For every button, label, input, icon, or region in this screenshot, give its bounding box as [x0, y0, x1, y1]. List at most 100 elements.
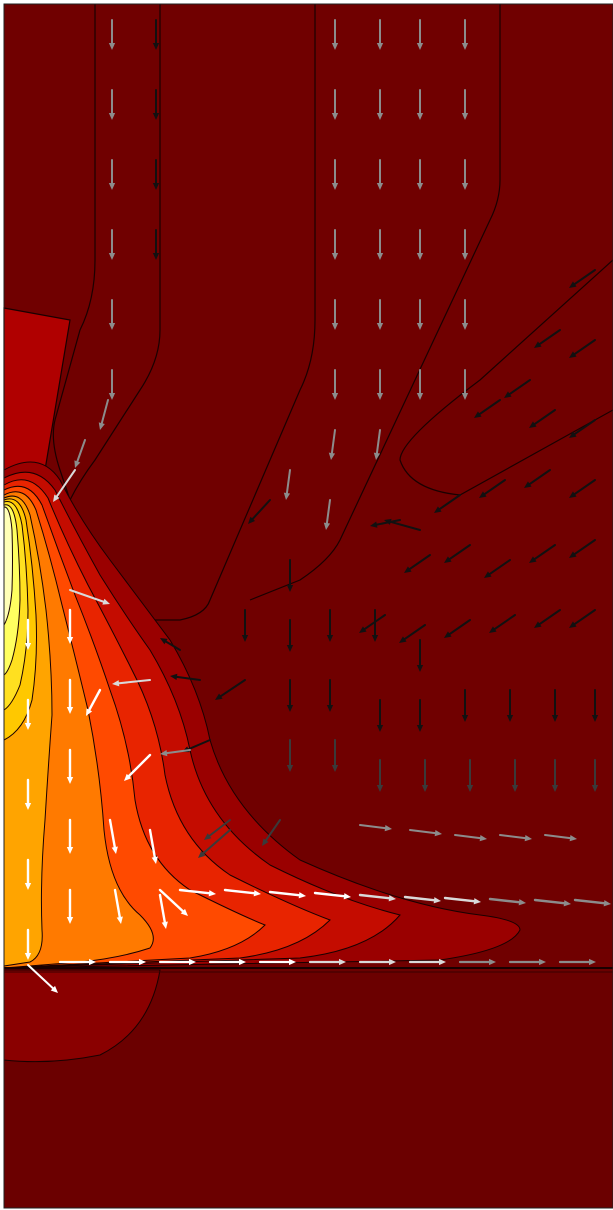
velocity-arrow — [524, 469, 551, 488]
velocity-arrow — [373, 429, 381, 460]
velocity-arrow — [421, 759, 429, 792]
velocity-arrow — [148, 828, 158, 864]
velocity-arrow — [66, 748, 74, 784]
velocity-arrow — [454, 834, 487, 842]
velocity-arrow — [53, 469, 76, 502]
velocity-arrow — [331, 89, 339, 120]
velocity-arrow — [558, 958, 596, 966]
velocity-arrow — [416, 699, 424, 732]
right-pocket — [399, 259, 613, 496]
velocity-arrow — [551, 759, 559, 792]
velocity-arrow — [461, 689, 469, 722]
velocity-arrow — [416, 159, 424, 190]
velocity-arrow — [24, 698, 32, 730]
velocity-arrow — [262, 819, 281, 846]
velocity-arrow — [170, 673, 201, 681]
velocity-arrow — [24, 778, 32, 810]
velocity-arrow — [534, 609, 561, 628]
velocity-arrow — [569, 339, 596, 358]
velocity-arrow — [328, 429, 336, 460]
velocity-arrow — [499, 834, 532, 842]
velocity-arrow — [160, 638, 181, 651]
velocity-arrow — [489, 614, 516, 633]
velocity-arrow — [569, 269, 596, 288]
velocity-arrow — [124, 753, 152, 781]
velocity-arrow — [152, 159, 160, 190]
velocity-arrow — [474, 399, 501, 418]
velocity-arrow — [409, 829, 442, 837]
velocity-arrow — [66, 888, 74, 924]
velocity-arrow — [376, 699, 384, 732]
velocity-arrow — [331, 159, 339, 190]
velocity-arrow — [569, 419, 596, 438]
velocity-arrow — [376, 229, 384, 260]
velocity-arrow — [152, 229, 160, 260]
velocity-arrow — [58, 958, 96, 966]
velocity-arrow — [416, 639, 424, 672]
velocity-arrow — [371, 609, 379, 642]
velocity-arrow — [66, 678, 74, 714]
velocity-arrow — [416, 229, 424, 260]
channel-left-inner — [69, 4, 161, 501]
velocity-arrow — [204, 819, 231, 840]
velocity-arrow — [86, 688, 102, 716]
velocity-arrow — [112, 679, 151, 687]
velocity-arrow — [74, 439, 86, 468]
velocity-arrow — [223, 888, 261, 897]
velocity-arrow — [108, 19, 116, 50]
velocity-arrow — [326, 609, 334, 642]
velocity-arrow — [24, 928, 32, 960]
velocity-arrow — [158, 893, 168, 929]
velocity-arrow — [573, 898, 611, 907]
velocity-arrow — [108, 958, 146, 966]
velocity-arrow — [376, 759, 384, 792]
velocity-arrow — [416, 19, 424, 50]
velocity-arrow — [370, 519, 401, 528]
sub-plate-blob — [3, 969, 161, 1063]
velocity-arrow — [158, 958, 196, 966]
velocity-arrow — [108, 369, 116, 400]
velocity-arrow — [268, 890, 306, 899]
velocity-arrow — [331, 739, 339, 772]
velocity-arrow — [508, 958, 546, 966]
velocity-arrow — [313, 891, 351, 900]
velocity-arrow — [444, 619, 471, 638]
velocity-arrow — [529, 544, 556, 563]
velocity-arrow — [458, 958, 496, 966]
velocity-arrow — [308, 958, 346, 966]
velocity-arrow — [569, 539, 596, 558]
velocity-arrow — [444, 544, 471, 563]
velocity-arrow — [178, 888, 216, 897]
velocity-arrow — [376, 89, 384, 120]
velocity-arrow — [591, 689, 599, 722]
velocity-arrow — [416, 299, 424, 330]
velocity-arrow — [24, 618, 32, 650]
velocity-arrow — [466, 759, 474, 792]
velocity-arrow — [461, 229, 469, 260]
velocity-arrow — [376, 159, 384, 190]
velocity-arrow — [208, 958, 246, 966]
velocity-arrow — [591, 759, 599, 792]
velocity-arrow — [434, 494, 461, 513]
velocity-arrow — [376, 19, 384, 50]
velocity-arrow — [24, 858, 32, 890]
velocity-arrow — [529, 409, 556, 428]
velocity-arrow — [113, 888, 123, 924]
velocity-arrow — [331, 229, 339, 260]
velocity-arrow — [511, 759, 519, 792]
velocity-arrow — [331, 369, 339, 400]
velocity-arrows — [24, 19, 611, 993]
velocity-arrow — [416, 89, 424, 120]
velocity-arrow — [358, 893, 396, 902]
velocity-arrow — [504, 379, 531, 398]
velocity-arrow — [108, 299, 116, 330]
velocity-arrow — [533, 898, 571, 907]
velocity-arrow — [108, 229, 116, 260]
velocity-arrow — [152, 89, 160, 120]
velocity-arrow — [66, 608, 74, 644]
velocity-arrow — [108, 159, 116, 190]
velocity-arrow — [215, 679, 246, 700]
plot-frame — [3, 3, 613, 1209]
